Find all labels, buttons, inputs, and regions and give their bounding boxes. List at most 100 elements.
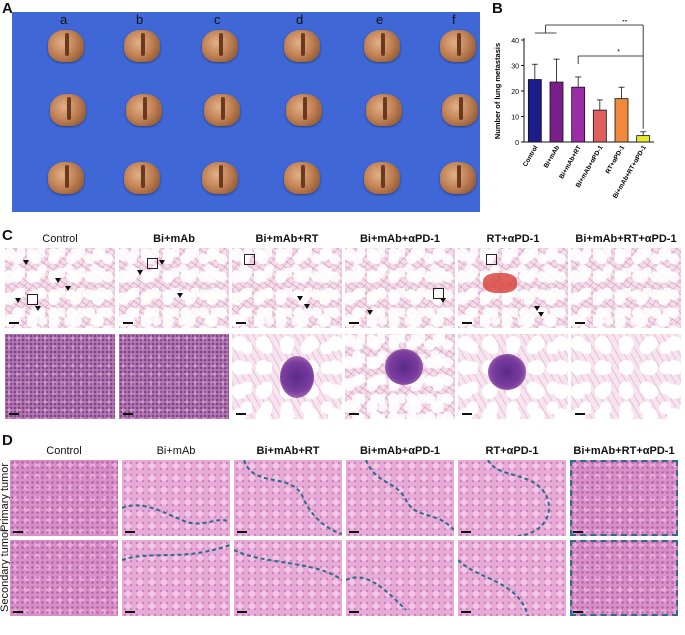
scale-bar <box>123 322 133 324</box>
bar <box>636 135 651 143</box>
panel-d-group-label: RT+αPD-1 <box>485 445 539 457</box>
necrosis-outline <box>234 549 342 581</box>
scale-bar <box>573 531 583 533</box>
zoom-region-box <box>244 254 255 265</box>
scale-bar <box>462 413 472 415</box>
metastasis-arrow <box>137 270 143 275</box>
lung-section-zoom <box>571 334 681 419</box>
necrosis-boundary <box>243 460 342 535</box>
scale-bar <box>237 531 247 533</box>
metastasis-arrow <box>297 296 303 301</box>
metastasis-arrow <box>534 306 540 311</box>
lung-metastasis-chart: 0 10 20 30 40 Number of lung metastasis Contro… <box>493 20 654 200</box>
zoom-region-box <box>147 258 158 269</box>
secondary-tumor-section <box>458 540 566 616</box>
scale-bar <box>236 322 246 324</box>
metastasis-arrow <box>159 260 165 265</box>
scale-bar <box>461 531 471 533</box>
secondary-tumor-section <box>346 540 454 616</box>
column-letter-e: e <box>376 12 384 27</box>
lung-section-zoom <box>119 334 229 419</box>
lung-specimen <box>202 30 238 62</box>
lung-specimen <box>126 94 162 126</box>
metastasis-arrow <box>440 298 446 303</box>
necrosis-outline <box>122 544 230 561</box>
column-letter-a: a <box>60 12 68 27</box>
lung-specimen <box>286 94 322 126</box>
metastatic-nodule <box>280 356 314 398</box>
scale-bar <box>349 413 359 415</box>
x-tick-label: Bi+mAb+RT <box>558 144 583 180</box>
column-letter-c: c <box>214 12 221 27</box>
panel-label-b: B <box>492 0 503 17</box>
x-tick-label: Bi+mAb <box>543 144 561 169</box>
panel-c-group-label: Bi+mAb+RT+αPD-1 <box>575 233 677 245</box>
panel-c-group-label: Control <box>42 233 78 245</box>
necrosis-outline <box>458 559 529 616</box>
metastasis-arrow <box>55 278 61 283</box>
lung-specimen <box>284 162 320 194</box>
necrosis-boundary <box>122 504 230 525</box>
scale-bar <box>9 413 19 415</box>
zoom-region-box <box>27 294 38 305</box>
scale-bar <box>9 322 19 324</box>
lung-section-overview <box>119 248 229 328</box>
necrosis-boundary <box>458 559 529 616</box>
primary-tumor-section <box>458 460 566 536</box>
metastatic-nodule <box>385 349 423 385</box>
y-tick-label: 20 <box>511 89 519 96</box>
panel-d-group-label: Bi+mAb+RT <box>256 445 320 457</box>
necrosis-boundary <box>346 576 407 611</box>
lung-section-overview <box>5 248 115 328</box>
panel-label-c: C <box>2 227 13 244</box>
necrosis-boundary <box>234 549 342 581</box>
panel-d-group-label: Bi+mAb+αPD-1 <box>359 445 441 457</box>
necrosis-boundary <box>487 460 550 536</box>
scale-bar <box>13 531 23 533</box>
y-tick-label: 10 <box>511 115 519 122</box>
bar <box>549 81 564 143</box>
y-axis-label: Number of lung metastasis <box>493 43 502 139</box>
metastasis-arrow <box>35 306 41 311</box>
panel-label-a: A <box>2 0 13 17</box>
lung-specimen <box>124 162 160 194</box>
lung-section-zoom <box>232 334 342 419</box>
scale-bar <box>236 413 246 415</box>
lung-specimen <box>440 162 476 194</box>
scale-bar <box>237 611 247 613</box>
panel-c-group-label: RT+αPD-1 <box>486 233 540 245</box>
metastatic-nodule <box>488 354 526 390</box>
metastasis-arrow <box>367 310 373 315</box>
sig-label: * <box>617 49 620 56</box>
metastasis-arrow <box>304 304 310 309</box>
lung-specimen <box>202 162 238 194</box>
lung-specimen <box>48 30 84 62</box>
metastasis-arrow <box>23 260 29 265</box>
bar <box>592 109 607 143</box>
lung-specimen <box>284 30 320 62</box>
lung-specimen <box>48 162 84 194</box>
x-tick-label: Control <box>522 144 540 168</box>
scale-bar <box>573 611 583 613</box>
zoom-region-box <box>433 288 444 299</box>
lung-specimen <box>204 94 240 126</box>
lung-section-overview <box>458 248 568 328</box>
y-tick-label: 0 <box>515 140 519 147</box>
scale-bar <box>462 322 472 324</box>
column-letter-b: b <box>136 12 144 27</box>
y-tick-label: 30 <box>511 64 519 71</box>
blood-region <box>483 273 517 293</box>
lung-section-zoom <box>458 334 568 419</box>
scale-bar <box>349 611 359 613</box>
primary-tumor-section <box>122 460 230 536</box>
scale-bar <box>125 611 135 613</box>
column-letter-f: f <box>452 12 456 27</box>
bar <box>527 79 542 143</box>
bar <box>614 98 629 143</box>
necrosis-outline <box>570 460 678 536</box>
scale-bar <box>13 611 23 613</box>
secondary-tumor-section <box>122 540 230 616</box>
primary-tumor-section <box>10 460 118 536</box>
lung-specimen <box>440 30 476 62</box>
lung-specimen <box>124 30 160 62</box>
